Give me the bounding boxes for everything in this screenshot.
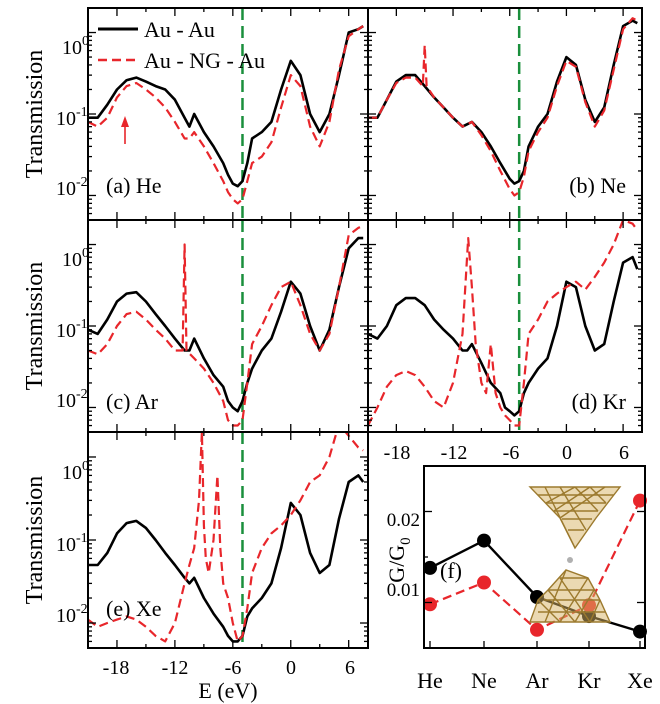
yticks-a: 10-2 10-1 100 [56, 34, 89, 200]
ytick-a-exp: -1 [76, 105, 88, 120]
xtick-e: 6 [345, 657, 355, 679]
xtick-e: -6 [225, 657, 242, 679]
svg-text:10-2: 10-2 [56, 602, 88, 627]
xtick-e: -12 [162, 657, 189, 679]
panel-label-c: (c) Ar [106, 389, 159, 414]
g-point-au-ng-au [423, 597, 437, 612]
g-point-au-au [423, 560, 437, 575]
ylabel-e: Transmission [22, 476, 48, 604]
g-point-au-ng-au [530, 622, 544, 637]
series-au-au-a [88, 25, 364, 188]
ylabel-f: G/G0 [384, 537, 414, 582]
ytick-c-exp: -1 [76, 317, 88, 332]
ytick-a-exp: -2 [76, 175, 88, 190]
legend-label-au-au: Au - Au [144, 17, 215, 42]
g-point-au-ng-au [633, 493, 647, 508]
svg-text:10-2: 10-2 [56, 387, 88, 412]
panel-label-e: (e) Xe [106, 596, 162, 621]
noble-gas-atom [567, 557, 573, 563]
svg-text:10-1: 10-1 [56, 317, 88, 342]
ytick-e-exp: -2 [76, 602, 88, 617]
ylabel-c: Transmission [22, 262, 48, 390]
frame-d [367, 219, 643, 433]
frame-f [423, 465, 646, 649]
xtick-f: Ar [525, 668, 549, 693]
ytick-a-exp: 0 [82, 34, 89, 49]
ytick-a-base: 10 [56, 178, 76, 200]
frame-e [87, 431, 369, 649]
legend-label-au-ng-au: Au - NG - Au [144, 48, 265, 73]
xtick-d: 6 [619, 442, 629, 464]
xticks-f: He Ne Ar Kr Xe [417, 668, 653, 693]
svg-text:100: 100 [62, 246, 89, 271]
svg-text:100: 100 [62, 34, 89, 59]
g-point-au-au [633, 624, 647, 639]
series-au-ng-au-d [368, 220, 639, 427]
svg-text:10-1: 10-1 [56, 105, 88, 130]
ytick-e-exp: -1 [76, 531, 88, 546]
ylabel-a: Transmission [22, 50, 48, 178]
xtick-f: Kr [577, 668, 601, 693]
ytick-e-base: 10 [56, 534, 76, 556]
ytick-c-exp: -2 [76, 387, 88, 402]
xtick-e: -18 [103, 657, 130, 679]
plot-area-a [88, 8, 364, 220]
panel-label-d: (d) Kr [572, 389, 627, 414]
xtick-f: He [417, 668, 443, 693]
ytick-c-base: 10 [62, 249, 82, 271]
arrow-annotation [121, 116, 129, 144]
plot-area-b [368, 8, 638, 220]
yticks-c: 10-2 10-1 100 [56, 246, 89, 412]
xticks-d: -18 -12 -6 0 6 [384, 442, 629, 464]
xticks-e: -18 -12 -6 0 6 [103, 657, 355, 679]
series-au-au-c [88, 236, 364, 413]
series-au-au-d [368, 255, 639, 417]
g-point-au-au [477, 533, 491, 548]
legend: Au - Au Au - NG - Au [98, 17, 265, 73]
ytick-e-base: 10 [62, 462, 82, 484]
panel-label-a: (a) He [106, 173, 162, 198]
ytick-c-base: 10 [56, 390, 76, 412]
gold-electrode-bottom [529, 569, 612, 623]
plot-area-e [88, 432, 365, 648]
ylabel-f-sub: 0 [398, 537, 414, 545]
yticks-f: 0.01 0.02 [387, 510, 420, 601]
panel-label-f: (f) [440, 558, 462, 583]
xtick-f: Ne [471, 668, 497, 693]
ytick-a-base: 10 [56, 108, 76, 130]
yticks-e: 10-2 10-1 100 [56, 459, 89, 627]
ytick-c-base: 10 [56, 320, 76, 342]
gold-electrode-top [528, 486, 622, 550]
ytick-f: 0.02 [387, 510, 420, 531]
plot-area-d [368, 220, 639, 432]
xlabel-e: E (eV) [198, 678, 257, 703]
xtick-d: 0 [562, 442, 572, 464]
panel-label-b: (b) Ne [569, 173, 626, 198]
ylabel-f-text: G/G [384, 545, 409, 583]
series-au-au-e [88, 474, 365, 643]
series-au-ng-au-a [88, 25, 364, 205]
ytick-a-base: 10 [62, 37, 82, 59]
series-au-ng-au-e [88, 432, 364, 643]
g-point-au-ng-au [477, 575, 491, 590]
svg-text:10-2: 10-2 [56, 175, 88, 200]
xtick-d: -18 [384, 442, 411, 464]
ytick-c-exp: 0 [82, 246, 89, 261]
series-au-ng-au-c [88, 224, 364, 427]
ytick-e-exp: 0 [82, 459, 89, 474]
junction-inset [528, 486, 622, 623]
series-au-au-b [368, 19, 638, 185]
xtick-d: -6 [503, 442, 520, 464]
series-au-ng-au-b [368, 17, 638, 197]
axis-ticks [88, 7, 645, 649]
xtick-e: 0 [286, 657, 296, 679]
svg-text:100: 100 [62, 459, 89, 484]
xtick-d: -12 [441, 442, 468, 464]
svg-text:10-1: 10-1 [56, 531, 88, 556]
xtick-f: Xe [627, 668, 653, 693]
ytick-f: 0.01 [387, 580, 420, 601]
plot-area-c [88, 220, 364, 432]
ytick-e-base: 10 [56, 605, 76, 627]
